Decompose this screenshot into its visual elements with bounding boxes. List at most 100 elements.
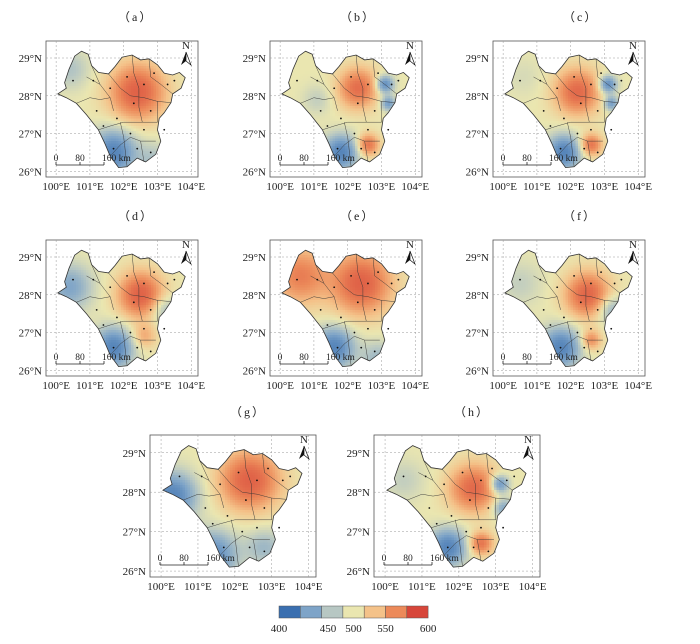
station-point	[263, 550, 266, 553]
county-border	[253, 539, 258, 562]
station-point	[505, 479, 508, 482]
scale-bar: 0 80 160 km	[158, 554, 235, 566]
scale-bar-label: 80	[522, 154, 532, 164]
station-point	[340, 117, 342, 120]
latitude-tick-label: 29°N	[466, 53, 489, 65]
longitude-tick-label: 104°E	[401, 181, 429, 193]
station-point	[600, 72, 602, 75]
county-borders	[76, 54, 173, 167]
station-point	[559, 147, 562, 150]
north-arrow-icon: N	[405, 40, 416, 67]
station-point	[620, 278, 623, 281]
county-border	[131, 253, 143, 322]
county-border	[332, 73, 396, 103]
station-point	[596, 109, 599, 112]
station-point	[596, 151, 599, 154]
legend-swatch	[385, 605, 408, 619]
station-point	[556, 87, 559, 90]
county-border	[431, 519, 496, 528]
station-point	[446, 546, 449, 549]
station-point	[367, 327, 369, 330]
county-border	[523, 97, 558, 104]
longitude-tick-label: 104°E	[177, 181, 205, 193]
latitude-tick-label: 27°N	[19, 328, 42, 340]
station-point	[367, 83, 369, 86]
scale-bar-label: 0	[501, 353, 506, 363]
station-point	[109, 87, 112, 90]
longitude-tick-label: 103°E	[368, 380, 396, 392]
scale-bar-label: 80	[522, 353, 532, 363]
county-border	[76, 296, 111, 303]
station-point	[326, 125, 329, 127]
station-point	[136, 346, 139, 349]
county-borders	[76, 253, 173, 366]
station-point	[237, 471, 240, 474]
longitude-tick-label: 104°E	[177, 380, 205, 392]
legend-swatch	[300, 605, 322, 619]
latitude-tick-label: 29°N	[19, 53, 42, 65]
county-borders	[300, 54, 397, 167]
scale-bar-label: 80	[403, 554, 413, 564]
station-point	[143, 83, 145, 86]
county-border	[443, 535, 494, 556]
station-point	[480, 479, 482, 482]
county-border	[407, 493, 445, 501]
latitude-tick-label: 28°N	[466, 91, 489, 103]
region-outline	[386, 445, 527, 568]
longitude-tick-label: 100°E	[371, 581, 399, 593]
latitude-tick-label: 28°N	[466, 290, 489, 302]
scale-bar-label: 0	[54, 353, 59, 363]
station-point	[519, 79, 521, 82]
station-point	[112, 346, 115, 349]
station-point	[256, 526, 258, 529]
station-point	[204, 507, 207, 509]
scale-bar-label: 80	[75, 154, 85, 164]
longitude-tick-label: 101°E	[76, 181, 104, 193]
county-borders	[407, 449, 513, 567]
station-point	[353, 132, 356, 135]
county-border	[595, 58, 620, 95]
panel-label-g: （g）	[230, 403, 266, 420]
north-arrow-icon: N	[181, 239, 192, 266]
latitude-tick-label: 28°N	[243, 290, 266, 302]
station-point	[435, 522, 438, 525]
county-border	[355, 253, 367, 322]
station-point	[583, 147, 586, 150]
station-point	[278, 526, 281, 529]
station-point	[102, 125, 105, 127]
legend-tick-label: 500	[345, 623, 362, 635]
station-point	[166, 83, 169, 86]
station-point	[248, 546, 251, 549]
longitude-tick-label: 103°E	[591, 181, 619, 193]
longitude-tick-label: 102°E	[445, 581, 473, 593]
latitude-tick-label: 28°N	[19, 91, 42, 103]
county-border	[364, 141, 369, 162]
station-point	[397, 278, 400, 281]
scale-bar-label: 160 km	[326, 154, 355, 164]
longitude-tick-label: 100°E	[489, 380, 517, 392]
station-point	[326, 324, 329, 326]
station-point	[373, 308, 376, 311]
panel-label-b: （b）	[340, 8, 376, 25]
station-point	[487, 507, 490, 509]
station-point	[390, 83, 393, 86]
station-point	[377, 271, 379, 274]
station-point	[149, 308, 152, 311]
longitude-tick-label: 104°E	[624, 380, 652, 392]
station-point	[296, 278, 298, 281]
region-outline	[280, 249, 410, 368]
station-point	[549, 125, 552, 127]
county-border	[467, 449, 480, 520]
north-arrow-icon: N	[181, 40, 192, 67]
latitude-tick-label: 29°N	[466, 252, 489, 264]
county-border	[344, 122, 352, 167]
station-point	[245, 499, 247, 501]
latitude-tick-label: 27°N	[466, 129, 489, 141]
county-border	[230, 519, 239, 567]
station-point	[92, 278, 95, 281]
station-point	[219, 483, 221, 486]
